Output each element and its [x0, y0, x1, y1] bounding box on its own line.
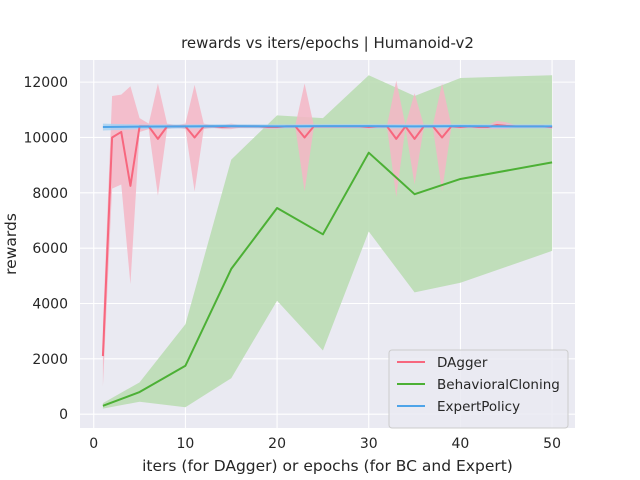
- x-axis-label: iters (for DAgger) or epochs (for BC and…: [142, 457, 513, 475]
- dagger-band: [102, 80, 553, 387]
- y-axis-label: rewards: [2, 213, 20, 275]
- legend: DAgger BehavioralCloning ExpertPolicy: [388, 349, 569, 429]
- y-tick-label: 10000: [23, 130, 68, 146]
- y-tick-label: 4000: [32, 296, 68, 312]
- expertpolicy-line: [102, 125, 553, 128]
- x-tick-label: 0: [89, 436, 98, 452]
- x-tick-labels: 0 10 20 30 40 50: [89, 436, 561, 452]
- y-tick-label: 6000: [32, 241, 68, 257]
- y-tick-label: 12000: [23, 75, 68, 91]
- x-tick-label: 20: [268, 436, 286, 452]
- x-tick-label: 30: [360, 436, 378, 452]
- legend-box: [388, 349, 569, 429]
- legend-label-expertpolicy: ExpertPolicy: [437, 399, 520, 415]
- legend-label-dagger: DAgger: [437, 355, 488, 371]
- behavioralcloning-line: [102, 151, 553, 407]
- legend-label-behavioralcloning: BehavioralCloning: [437, 377, 560, 393]
- y-tick-label: 8000: [32, 186, 68, 202]
- x-tick-label: 40: [452, 436, 470, 452]
- y-tick-label: 2000: [32, 352, 68, 368]
- x-tick-label: 50: [543, 436, 561, 452]
- y-tick-label: 0: [59, 407, 68, 423]
- series-lines: [101, 124, 553, 407]
- x-tick-label: 10: [177, 436, 195, 452]
- y-tick-labels: 0 2000 4000 6000 8000 10000 12000: [23, 75, 68, 423]
- chart-title: rewards vs iters/epochs | Humanoid-v2: [181, 34, 474, 52]
